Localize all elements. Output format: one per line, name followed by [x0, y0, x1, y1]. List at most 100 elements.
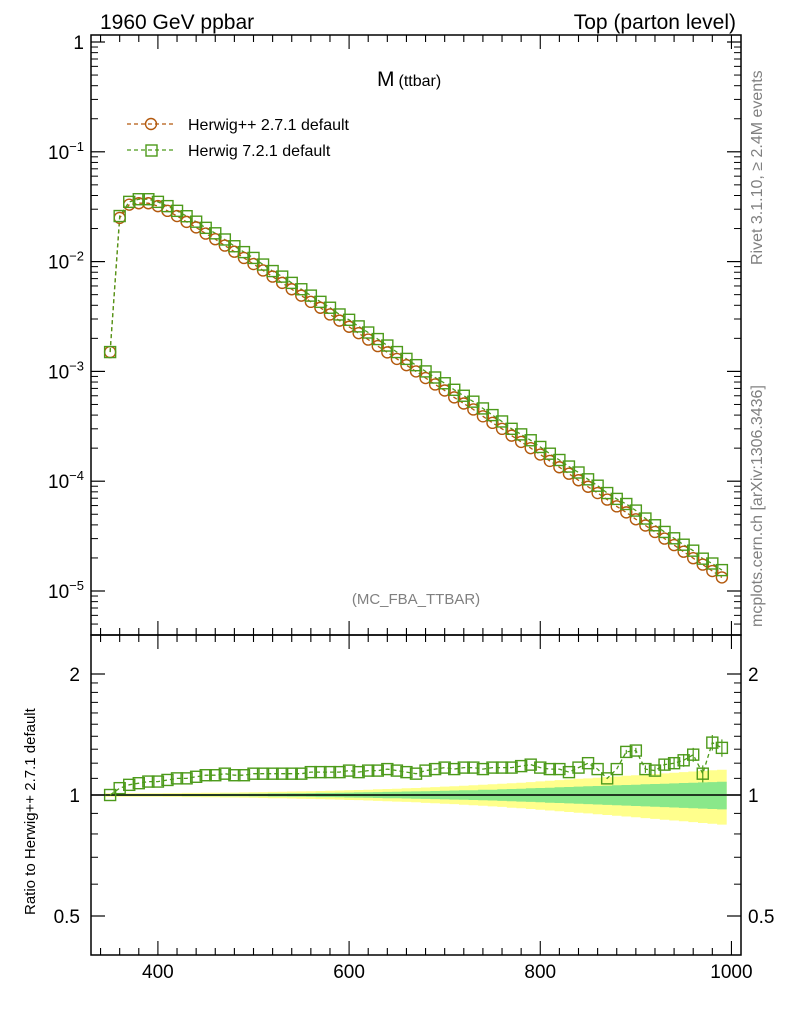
main-point-herwig7: [342, 313, 356, 327]
ratio-point: [524, 758, 537, 771]
main-point-herwig7: [275, 270, 289, 283]
ratio-point: [381, 762, 394, 776]
main-point-herwig7: [543, 447, 557, 460]
main-point-herwig7: [256, 258, 270, 271]
main-point-herwigpp: [371, 339, 384, 353]
main-point-herwigpp: [419, 371, 432, 385]
main-point-herwig7: [639, 512, 652, 525]
ratio-point: [256, 767, 270, 780]
header-right: Top (parton level): [574, 11, 736, 34]
main-point-herwig7: [667, 532, 681, 545]
main-point-herwig7: [362, 326, 375, 339]
ratio-point: [476, 762, 490, 776]
ratio-point: [362, 764, 375, 777]
main-point-herwigpp: [390, 352, 404, 366]
main-point-herwig7: [123, 195, 136, 209]
ratio-point: [419, 764, 432, 777]
main-series: [103, 193, 729, 584]
ratio-ytick-label-right: 2: [748, 665, 759, 686]
ratio-point: [486, 761, 499, 774]
ratio-point: [505, 761, 518, 774]
main-point-herwigpp: [687, 551, 700, 565]
ratio-point: [113, 781, 126, 795]
main-point-herwigpp: [476, 410, 490, 423]
ratio-point: [151, 775, 165, 788]
main-point-herwig7: [371, 332, 384, 346]
ratio-point: [209, 769, 222, 782]
ratio-ytick-label: 0.5: [54, 907, 80, 928]
main-point-herwig7: [400, 352, 413, 366]
ratio-point: [285, 767, 298, 780]
main-point-herwig7: [658, 525, 671, 539]
ratio-point: [562, 765, 576, 779]
main-point-herwigpp: [658, 532, 671, 545]
main-point-herwig7: [553, 453, 566, 467]
main-ytick-label: 10−1: [48, 139, 84, 164]
main-point-herwig7: [132, 193, 145, 206]
main-ytick-label: 10−5: [48, 578, 84, 603]
ratio-point: [448, 762, 461, 776]
main-point-herwigpp: [562, 467, 576, 480]
ratio-ytick-label: 2: [69, 665, 80, 686]
ratio-point: [266, 767, 279, 780]
main-point-herwigpp: [467, 403, 480, 416]
ratio-point: [687, 748, 700, 761]
ratio-point: [467, 761, 480, 774]
main-point-herwig7: [648, 519, 662, 532]
plot-title-sub: (ttbar): [399, 73, 442, 90]
ratio-point: [534, 761, 547, 774]
main-point-herwig7: [381, 339, 394, 352]
ratio-ytick-label-right: 0.5: [748, 907, 774, 928]
ratio-ytick-label: 1: [69, 786, 80, 807]
ratio-point: [428, 762, 442, 776]
main-point-herwigpp: [448, 391, 461, 404]
main-point-herwig7: [486, 408, 499, 422]
main-ytick-label: 10−3: [48, 358, 84, 383]
main-point-herwigpp: [715, 571, 729, 584]
main-point-herwig7: [476, 402, 490, 415]
main-point-herwigpp: [381, 346, 394, 359]
main-point-herwig7: [706, 557, 719, 570]
main-point-herwigpp: [543, 454, 557, 468]
main-point-herwigpp: [495, 422, 509, 436]
ratio-point: [667, 756, 681, 770]
ratio-point: [610, 762, 623, 776]
ratio-point: [572, 761, 585, 774]
analysis-tag: (MC_FBA_TTBAR): [352, 591, 480, 608]
main-ticks: 1 10−1 10−2 10−3 10−4 10−5: [48, 33, 741, 635]
ratio-point: [553, 762, 566, 776]
main-point-herwigpp: [352, 326, 365, 340]
main-point-herwig7: [620, 497, 633, 511]
legend: Herwig++ 2.7.1 default Herwig 7.2.1 defa…: [127, 117, 350, 160]
main-point-herwig7: [438, 377, 451, 390]
main-point-herwig7: [247, 251, 260, 265]
main-point-herwig7: [113, 209, 126, 223]
main-point-herwigpp: [534, 448, 547, 461]
ratio-point: [161, 773, 174, 787]
main-point-herwigpp: [295, 289, 308, 302]
ratio-point: [600, 772, 614, 785]
main-point-herwigpp: [409, 365, 423, 378]
main-point-herwigpp: [600, 493, 614, 506]
main-point-herwigpp: [428, 378, 442, 391]
main-point-herwig7: [591, 479, 604, 492]
main-point-herwigpp: [514, 435, 528, 449]
ratio-ytick-label-right: 1: [748, 786, 759, 807]
main-point-herwigpp: [457, 397, 470, 410]
legend-marker-herwig7: [145, 144, 158, 157]
main-point-herwig7: [467, 395, 480, 408]
header-left: 1960 GeV ppbar: [100, 11, 254, 34]
main-point-herwig7: [285, 276, 298, 290]
main-panel: 1 10−1 10−2 10−3 10−4 10−5 M (ttbar) (MC_FBA_T…: [48, 33, 742, 636]
ratio-point: [142, 775, 155, 788]
main-point-herwigpp: [677, 545, 690, 558]
main-point-herwig7: [323, 301, 337, 314]
main-point-herwigpp: [304, 295, 318, 309]
main-point-herwig7: [142, 193, 155, 206]
ratio-point: [333, 765, 346, 779]
main-point-herwigpp: [572, 474, 585, 487]
xtick-label: 600: [333, 962, 365, 983]
ratio-point: [400, 765, 413, 779]
ratio-ticks: 0.5 0.5 1 1 2 2 400 600 800 1000: [54, 635, 774, 983]
ratio-point: [352, 765, 365, 779]
